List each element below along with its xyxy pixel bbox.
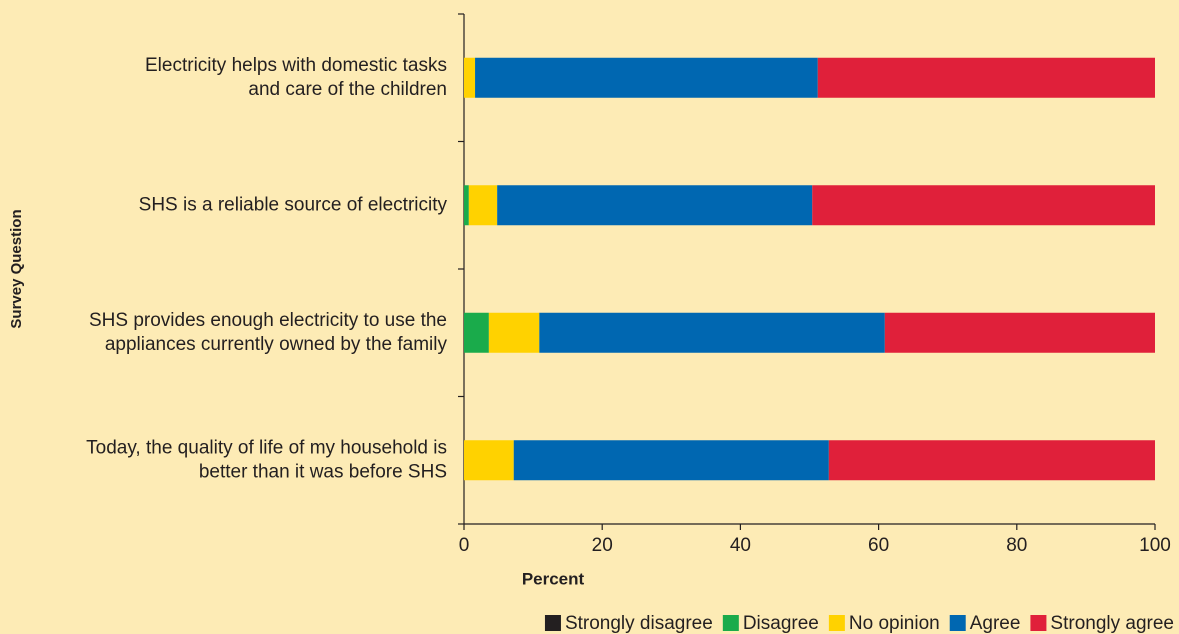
x-tick-label: 0 — [459, 535, 470, 556]
bar-segment — [539, 312, 885, 353]
bar-segment — [464, 57, 476, 98]
y-tick-label: Electricity helps with domestic tasks — [145, 55, 447, 76]
bar-segment — [464, 312, 489, 353]
bar-segment — [488, 312, 540, 353]
bar-segment — [828, 440, 1155, 481]
legend-label: No opinion — [849, 613, 940, 634]
y-tick-label: appliances currently owned by the family — [105, 334, 448, 355]
bar-segment — [464, 440, 514, 481]
x-tick-label: 40 — [730, 535, 751, 556]
legend-swatch — [722, 615, 739, 631]
bar-segment — [468, 185, 498, 226]
legend-swatch — [1030, 615, 1047, 631]
x-tick-label: 60 — [868, 535, 889, 556]
bar-segment — [475, 57, 818, 98]
x-tick-label: 80 — [1006, 535, 1027, 556]
y-tick-label: better than it was before SHS — [199, 461, 447, 482]
bar-segment — [812, 185, 1155, 226]
bar-segment — [464, 185, 469, 226]
y-axis-label: Survey Question — [8, 209, 25, 328]
bar-segment — [513, 440, 829, 481]
y-tick-label: SHS provides enough electricity to use t… — [89, 310, 447, 331]
y-tick-label: and care of the children — [248, 79, 447, 100]
legend-swatch — [828, 615, 845, 631]
bar-segment — [817, 57, 1155, 98]
legend-label: Strongly agree — [1050, 613, 1174, 634]
legend-swatch — [949, 615, 966, 631]
y-tick-label: SHS is a reliable source of electricity — [139, 194, 448, 215]
legend-label: Disagree — [743, 613, 819, 634]
legend-label: Strongly disagree — [565, 613, 713, 634]
legend-swatch — [544, 615, 561, 631]
x-tick-label: 100 — [1139, 535, 1171, 556]
x-axis-label: Percent — [522, 569, 585, 588]
bar-segment — [497, 185, 813, 226]
bar-segment — [884, 312, 1155, 353]
y-tick-label: Today, the quality of life of my househo… — [86, 437, 447, 458]
legend-label: Agree — [970, 613, 1021, 634]
x-tick-label: 20 — [592, 535, 613, 556]
